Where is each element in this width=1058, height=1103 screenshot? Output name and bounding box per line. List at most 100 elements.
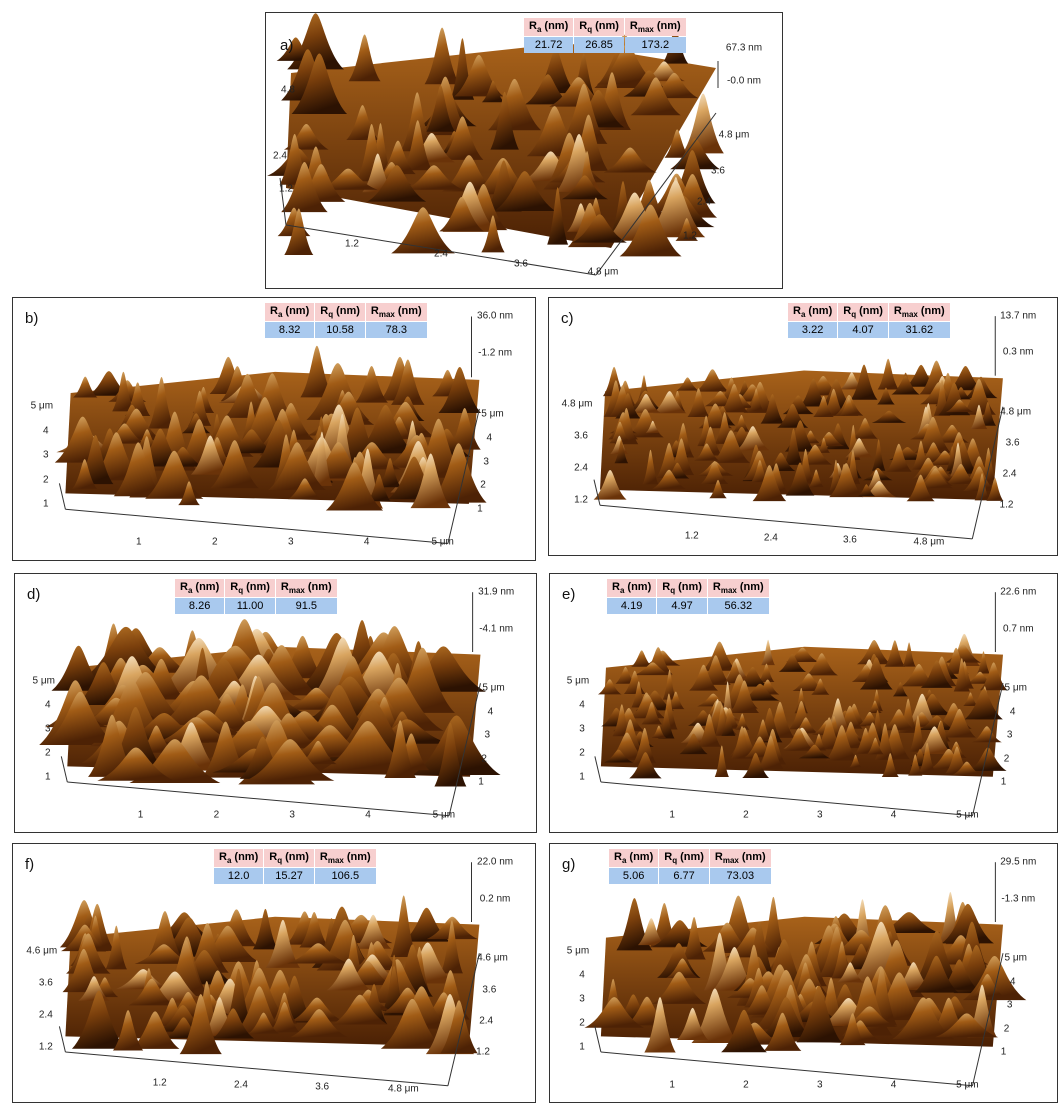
subscript: max (379, 310, 395, 319)
right-tick-label: 4 (488, 706, 494, 717)
subscript: a (227, 856, 231, 865)
subscript: q (672, 856, 677, 865)
x-axis-line (65, 509, 448, 543)
right-tick-label: 2.4 (479, 1015, 493, 1026)
left-tick-label: 4 (579, 699, 585, 710)
value-cell: 6.77 (659, 868, 709, 884)
right-tick-label: 1.2 (1000, 500, 1014, 511)
right-tick-label: 1.2 (683, 231, 697, 242)
value-cell: 21.72 (524, 37, 573, 53)
unit: (nm) (285, 305, 309, 317)
left-tick-label: 2 (579, 1017, 585, 1028)
left-tick-label: 1.2 (39, 1041, 53, 1052)
unit: (nm) (246, 581, 270, 593)
x-tick-label: 3.6 (843, 535, 857, 546)
left-tick-label: 4.6 μm (26, 945, 57, 956)
unit: (nm) (680, 851, 704, 863)
x-tick-label: 4.8 μm (588, 267, 619, 278)
roughness-table: Ra(nm)Rq(nm)Rmax(nm)12.015.27106.5 (213, 848, 377, 885)
left-tick-label: 3 (579, 993, 585, 1004)
symbol: R (843, 305, 851, 317)
x-axis-line (601, 1052, 973, 1086)
subscript: a (620, 586, 624, 595)
header-row: Ra(nm)Rq(nm)Rmax(nm) (524, 18, 686, 36)
right-tick-label: 1 (1001, 1047, 1007, 1058)
x-axis-line (65, 1052, 448, 1086)
afm-panel: c)Ra(nm)Rq(nm)Rmax(nm)3.224.0731.6213.7 … (548, 297, 1058, 556)
x-tick-label: 1.2 (685, 531, 699, 542)
value-cell: 91.5 (276, 598, 337, 614)
symbol: R (180, 581, 188, 593)
z-label: 22.6 nm (1000, 587, 1036, 598)
left-axis-line (59, 483, 65, 509)
header-row: Ra(nm)Rq(nm)Rmax(nm) (265, 303, 427, 321)
surface-peak (349, 34, 381, 81)
x-tick-label: 4 (364, 537, 370, 548)
afm-panel: a)Ra(nm)Rq(nm)Rmax(nm)21.7226.85173.267.… (265, 12, 783, 289)
subscript: q (587, 25, 592, 34)
subscript: a (622, 856, 626, 865)
left-tick-label: 2 (579, 747, 585, 758)
left-tick-label: 4 (45, 699, 51, 710)
unit: (nm) (234, 851, 258, 863)
z-label: -1.2 nm (478, 348, 512, 359)
x-tick-label: 1 (138, 809, 144, 820)
right-tick-label: 5 μm (1005, 683, 1027, 694)
right-tick-label: 1 (478, 777, 484, 788)
panel-label: c) (561, 310, 574, 327)
symbol: R (793, 305, 801, 317)
x-tick-label: 5 μm (956, 809, 978, 820)
symbol: R (612, 581, 620, 593)
x-tick-label: 2.4 (434, 249, 448, 260)
subscript: q (328, 310, 333, 319)
left-tick-label: 1 (579, 771, 585, 782)
symbol: R (270, 305, 278, 317)
left-tick-label: 2 (45, 747, 51, 758)
x-tick-label: 5 μm (956, 1079, 978, 1090)
left-tick-label: 5 μm (567, 945, 589, 956)
panel-label: a) (280, 37, 293, 54)
subscript: a (801, 310, 805, 319)
subscript: max (721, 586, 737, 595)
unit: (nm) (657, 20, 681, 32)
x-tick-label: 2.4 (234, 1080, 248, 1091)
x-tick-label: 4 (365, 809, 371, 820)
left-tick-label: 1 (579, 1041, 585, 1052)
x-axis-line (600, 505, 972, 539)
left-tick-label: 1 (45, 771, 51, 782)
z-label: 29.5 nm (1000, 857, 1036, 868)
value-cell: 8.32 (265, 322, 314, 338)
left-axis-line (595, 756, 601, 782)
right-tick-label: 2 (481, 753, 487, 764)
header-cell: Rq(nm) (838, 303, 888, 321)
left-axis-line (59, 1026, 65, 1052)
symbol: R (579, 20, 587, 32)
subscript: max (289, 586, 305, 595)
x-tick-label: 4.8 μm (388, 1084, 419, 1095)
value-cell: 5.06 (609, 868, 658, 884)
value-cell: 3.22 (788, 322, 837, 338)
subscript: max (902, 310, 918, 319)
right-tick-label: 2.4 (697, 197, 711, 208)
left-tick-label: 4 (43, 425, 49, 436)
header-row: Ra(nm)Rq(nm)Rmax(nm) (607, 579, 769, 597)
left-tick-label: 2.4 (273, 151, 287, 162)
surface-peak (73, 377, 97, 398)
x-tick-label: 1.2 (345, 239, 359, 250)
right-tick-label: 1 (1001, 777, 1007, 788)
surface-peak (631, 650, 652, 666)
value-cell: 106.5 (315, 868, 376, 884)
roughness-table: Ra(nm)Rq(nm)Rmax(nm)21.7226.85173.2 (523, 17, 687, 54)
symbol: R (219, 851, 227, 863)
symbol: R (230, 581, 238, 593)
header-row: Ra(nm)Rq(nm)Rmax(nm) (609, 849, 771, 867)
unit: (nm) (398, 305, 422, 317)
unit: (nm) (195, 581, 219, 593)
right-tick-label: 2 (1004, 753, 1010, 764)
x-tick-label: 1 (669, 1079, 675, 1090)
value-cell: 26.85 (574, 37, 624, 53)
unit: (nm) (740, 581, 764, 593)
